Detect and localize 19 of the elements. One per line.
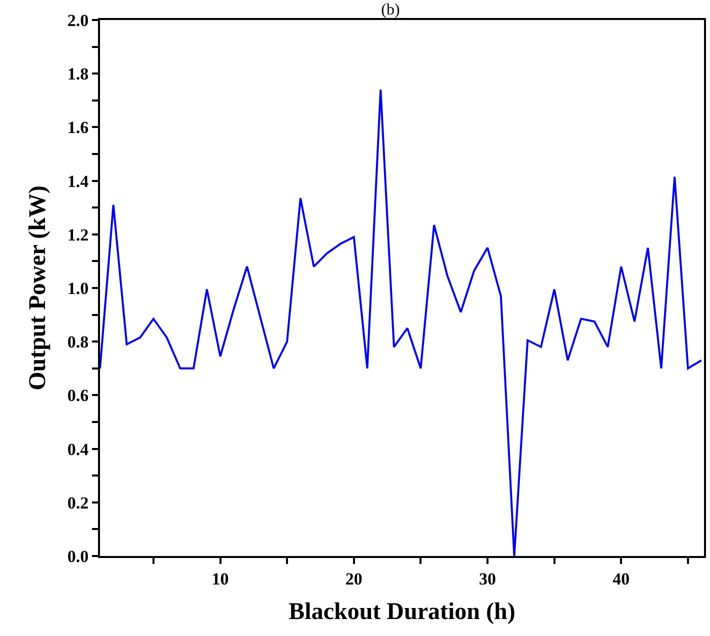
chart-title: (b): [381, 1, 400, 18]
y-tick-label: 1.8: [67, 64, 89, 84]
x-tick-label: 20: [345, 569, 362, 588]
y-tick-label: 1.6: [67, 118, 89, 138]
y-tick-label: 0.0: [67, 546, 89, 566]
y-axis-title: Output Power (kW): [24, 186, 51, 390]
y-tick-label: 0.2: [67, 493, 89, 512]
line-series: [100, 88, 702, 556]
y-tick-label: 2.0: [67, 10, 89, 30]
y-tick-label: 0.6: [67, 386, 89, 406]
y-tick-label: 0.8: [67, 332, 89, 352]
y-tick-label: 1.4: [67, 172, 90, 191]
x-axis-title: Blackout Duration (h): [288, 599, 516, 626]
x-tick-label: 30: [479, 569, 496, 588]
y-tick-label: 1.0: [67, 278, 89, 298]
y-tick-label: 0.4: [67, 440, 90, 459]
y-tick-label: 1.2: [67, 225, 89, 244]
x-tick-label: 40: [612, 569, 630, 588]
x-tick-label: 10: [212, 569, 229, 588]
